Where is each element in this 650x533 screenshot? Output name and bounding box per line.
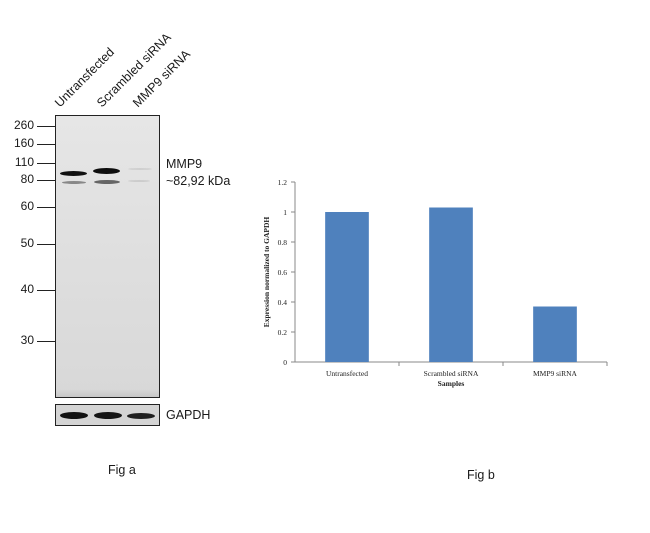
bar — [533, 306, 577, 362]
mw-marker-80: 80 — [20, 172, 34, 186]
band-mmp9-lower-untransfected — [62, 181, 86, 184]
bar-chart: 0 0.2 0.4 0.6 0.8 1 1.2 Untransfected Scrambled … — [262, 178, 608, 388]
mw-marker-40: 40 — [20, 282, 34, 296]
fig-b-caption: Fig b — [467, 468, 495, 482]
mw-marker-110: 110 — [14, 155, 34, 169]
loading-control-label: GAPDH — [166, 408, 211, 422]
fig-a-caption: Fig a — [108, 463, 136, 477]
band-mmp9-lower-knockdown — [128, 180, 150, 182]
y-axis-title: Expression normalized to GAPDH — [262, 217, 271, 328]
band-gapdh-scrambled — [94, 412, 122, 419]
band-mmp9-untransfected — [60, 171, 87, 176]
x-tick-label: Scrambled siRNA — [424, 369, 479, 378]
mw-marker-30: 30 — [20, 333, 34, 347]
y-tick-label: 0 — [283, 358, 287, 367]
y-tick-label: 0.2 — [278, 328, 288, 337]
mw-marker-50: 50 — [20, 236, 34, 250]
mw-tick — [37, 207, 55, 208]
mw-marker-260: 260 — [13, 118, 34, 132]
mw-tick — [37, 180, 55, 181]
y-tick-label: 0.8 — [278, 238, 288, 247]
mw-tick — [37, 290, 55, 291]
y-tick-label: 1 — [283, 208, 287, 217]
bar — [429, 207, 473, 362]
membrane-bottom-shade — [56, 389, 159, 397]
mw-tick — [37, 341, 55, 342]
band-gapdh-mmp9-sirna — [127, 413, 155, 419]
band-mmp9-lower-scrambled — [94, 180, 120, 184]
mw-marker-60: 60 — [20, 199, 34, 213]
mw-tick — [37, 126, 55, 127]
y-tick-label: 1.2 — [278, 178, 288, 187]
target-size-label: ~82,92 kDa — [166, 174, 231, 188]
mw-marker-160: 160 — [13, 136, 34, 150]
target-label: MMP9 — [166, 157, 203, 171]
band-mmp9-scrambled — [93, 168, 120, 174]
band-mmp9-knockdown — [128, 168, 152, 170]
y-tick-label: 0.6 — [278, 268, 288, 277]
mw-tick — [37, 163, 55, 164]
y-tick-label: 0.4 — [278, 298, 288, 307]
bar — [325, 212, 369, 362]
x-axis-title: Samples — [438, 379, 465, 388]
gapdh-strip — [55, 404, 160, 426]
x-tick-label: MMP9 siRNA — [533, 369, 578, 378]
mw-tick — [37, 144, 55, 145]
x-tick-label: Untransfected — [326, 369, 368, 378]
band-gapdh-untransfected — [60, 412, 88, 419]
mw-tick — [37, 244, 55, 245]
blot-membrane — [55, 115, 160, 398]
